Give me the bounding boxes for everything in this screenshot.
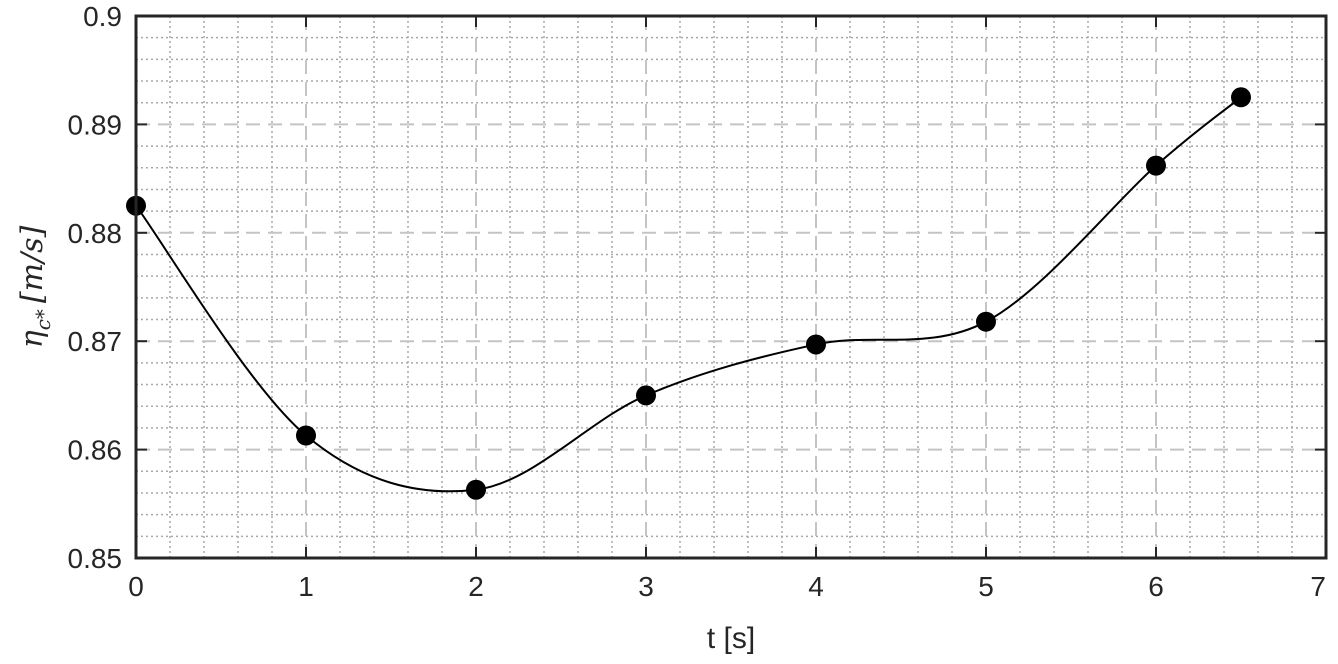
y-axis-label: ηc* [m/s]: [15, 225, 55, 348]
grid: [135, 15, 1327, 559]
data-point: [1231, 87, 1251, 108]
x-tick-label: 7: [1310, 571, 1326, 602]
y-axis-symbol: η: [15, 330, 50, 348]
data-point: [296, 425, 316, 446]
plot-frame: [134, 14, 1328, 560]
data-point: [1146, 155, 1166, 176]
data-point: [636, 385, 656, 406]
y-tick-label: 0.86: [68, 435, 123, 466]
y-tick-label: 0.85: [68, 543, 123, 574]
x-tick-label: 2: [468, 571, 484, 602]
data-markers: [126, 87, 1251, 500]
axis-ticks: [135, 15, 1327, 559]
x-tick-label: 6: [1148, 571, 1164, 602]
data-point: [806, 334, 826, 355]
x-axis-label: t [s]: [707, 622, 755, 655]
y-axis-units: [m/s]: [15, 225, 50, 303]
y-tick-labels: 0.85 0.86 0.87 0.88 0.89 0.9: [68, 1, 123, 574]
x-tick-label: 4: [808, 571, 824, 602]
y-tick-label: 0.88: [68, 218, 123, 249]
x-tick-label: 0: [128, 571, 144, 602]
y-tick-label: 0.9: [83, 1, 122, 32]
x-tick-label: 3: [638, 571, 654, 602]
x-tick-labels: 0 1 2 3 4 5 6 7: [128, 571, 1326, 602]
data-point: [976, 311, 996, 332]
y-tick-label: 0.89: [68, 109, 123, 140]
data-point: [466, 479, 486, 500]
x-tick-label: 1: [298, 571, 314, 602]
y-tick-label: 0.87: [68, 326, 123, 357]
x-tick-label: 5: [978, 571, 994, 602]
y-axis-subscript: c*: [31, 309, 55, 330]
